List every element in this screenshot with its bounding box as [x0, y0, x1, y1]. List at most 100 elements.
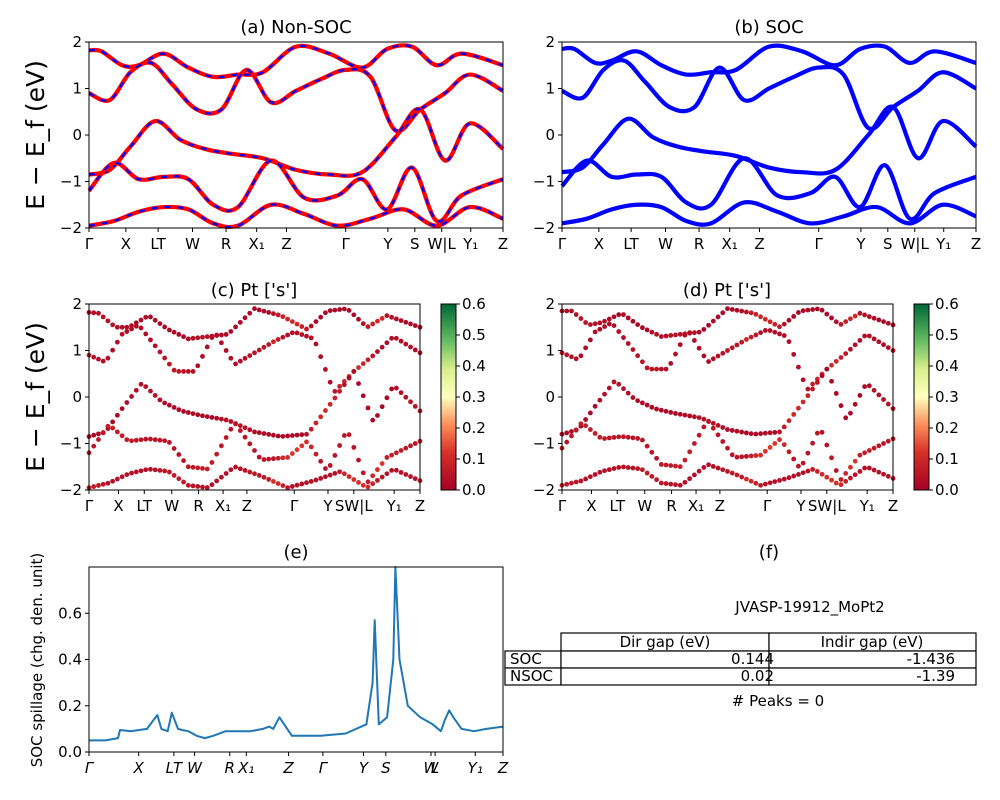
band-point	[668, 481, 674, 487]
band-point	[871, 315, 877, 321]
band-point	[398, 318, 404, 324]
band-point	[304, 431, 309, 437]
colorbar-c-ticks: 0.6 0.5 0.4 0.3 0.2 0.1 0.0	[456, 295, 486, 499]
band-point	[578, 478, 584, 484]
band-point	[176, 452, 182, 457]
band-point	[658, 480, 664, 486]
band-point	[133, 387, 139, 393]
band-point	[403, 394, 409, 400]
band-point	[242, 468, 248, 473]
band-point	[734, 342, 740, 348]
band-point	[616, 434, 622, 440]
x-tick-label: X₁	[249, 235, 265, 253]
band-point	[781, 476, 787, 482]
band-point	[753, 480, 759, 486]
band-point	[176, 476, 182, 482]
band-point	[602, 324, 607, 329]
band-line-nonsoc	[88, 202, 504, 230]
band-point	[266, 476, 272, 482]
x-tick-label: W	[187, 759, 203, 777]
band-point	[110, 478, 116, 484]
band-point	[185, 410, 191, 415]
band-point	[327, 463, 333, 468]
band-point	[360, 321, 366, 327]
y-tick-label: −1	[60, 435, 82, 453]
band-point	[166, 469, 172, 475]
band-point	[105, 355, 111, 361]
band-point	[635, 398, 641, 404]
band-point	[621, 434, 626, 440]
band-point	[658, 407, 664, 413]
band-point	[857, 310, 863, 316]
band-point	[838, 321, 844, 327]
band-point	[200, 484, 205, 490]
band-point	[228, 467, 234, 473]
band-point	[673, 482, 678, 488]
band-point	[143, 384, 149, 389]
x-tick-label: Z	[282, 759, 294, 777]
band-point	[639, 325, 645, 331]
band-point	[148, 337, 153, 343]
x-tick-label: Z	[497, 759, 509, 777]
x-tick-label: Z	[754, 235, 764, 253]
band-point	[852, 401, 858, 407]
band-point	[796, 471, 801, 477]
band-point	[393, 335, 399, 341]
plot-c: −2 −1 0 1 2 Γ X LT W R X₁ Z Γ Y SW|L Y₁ Z	[60, 295, 425, 515]
band-point	[772, 441, 778, 446]
band-point	[318, 354, 324, 360]
y-tick-label: 2	[72, 295, 82, 313]
band-point	[356, 457, 361, 463]
band-point	[649, 473, 655, 479]
band-point	[261, 474, 267, 480]
band-point	[748, 478, 754, 484]
band-point	[181, 408, 186, 414]
band-point	[323, 474, 328, 480]
band-point	[332, 470, 338, 476]
band-point	[408, 443, 413, 449]
band-point	[166, 327, 172, 333]
band-point	[271, 311, 276, 317]
x-tick-label: Γ	[290, 497, 299, 515]
band-point	[606, 467, 612, 473]
plot-d: −2 −1 0 1 2 Γ X LT W R X₁ Z Γ Y SW|L Y₁ Z	[533, 295, 898, 515]
band-point	[592, 472, 598, 477]
band-point	[209, 482, 215, 488]
band-point	[96, 431, 101, 437]
x-tick-label: X	[113, 497, 123, 515]
band-point	[772, 429, 778, 435]
x-tick-label: Y	[322, 497, 333, 515]
band-point	[148, 436, 153, 442]
band-point	[214, 478, 220, 484]
band-point	[313, 319, 319, 325]
band-point	[242, 315, 248, 321]
band-point	[228, 419, 234, 424]
band-point	[810, 440, 816, 446]
band-point	[124, 324, 130, 330]
band-point	[630, 347, 636, 353]
band-point	[171, 367, 177, 373]
band-point	[725, 445, 730, 451]
band-point	[124, 400, 130, 405]
band-point	[171, 329, 177, 335]
band-point	[360, 470, 366, 476]
band-point	[157, 349, 163, 355]
band-point	[587, 410, 593, 416]
colorbar-d-ticks: 0.6 0.5 0.4 0.3 0.2 0.1 0.0	[929, 295, 959, 499]
band-point	[280, 334, 286, 340]
band-point	[606, 316, 612, 322]
band-point	[337, 443, 343, 448]
band-point	[403, 445, 409, 451]
band-point	[389, 468, 395, 473]
band-point	[876, 469, 882, 475]
band-point	[668, 361, 674, 366]
band-point	[843, 351, 849, 356]
band-point	[781, 442, 787, 448]
band-point	[857, 452, 863, 458]
x-tick-label: W	[637, 497, 652, 515]
band-point	[313, 420, 319, 426]
band-point	[663, 333, 669, 339]
band-point	[327, 472, 333, 478]
band-point	[370, 417, 376, 423]
band-point	[625, 434, 631, 440]
